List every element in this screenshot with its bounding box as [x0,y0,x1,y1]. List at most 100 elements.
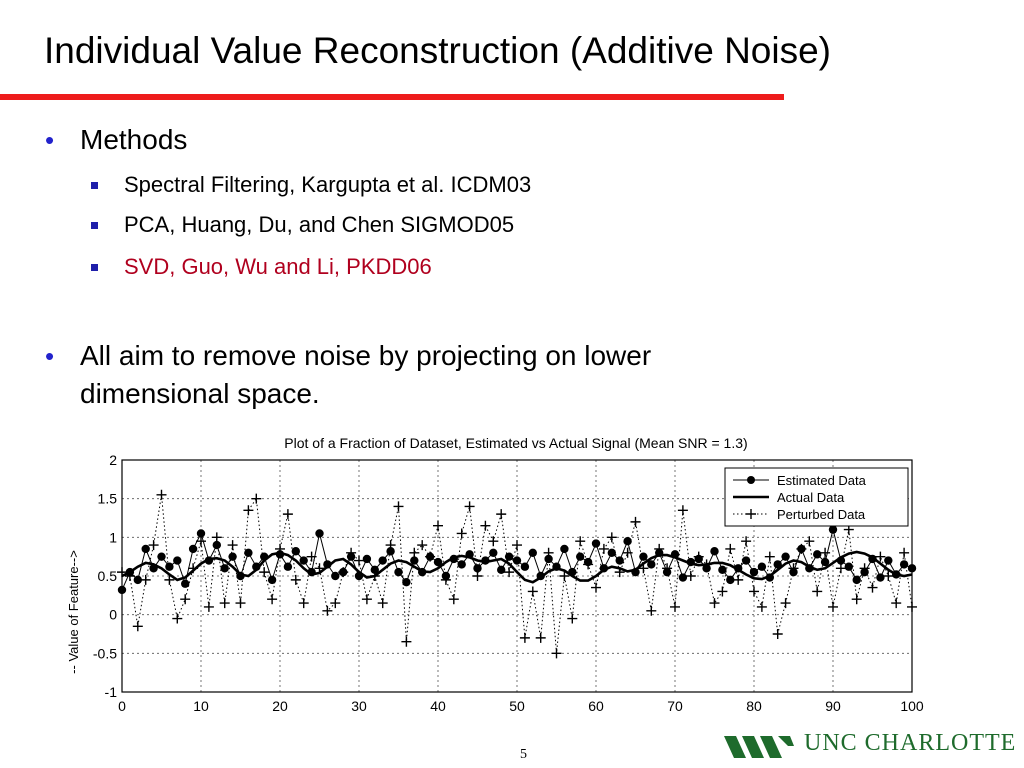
data-point [448,594,459,605]
crown-mark-icon [724,736,794,758]
data-point [725,543,736,554]
data-point [718,565,727,575]
chart-legend: Estimated Data Actual Data Perturbed Data [724,467,909,527]
data-point [196,536,206,547]
legend-item: Actual Data [733,490,845,505]
y-tick-label: 0.5 [98,568,118,584]
data-point [425,551,436,562]
data-point [314,563,325,574]
data-point [527,586,538,597]
square-bullet-icon [91,182,98,189]
data-point [749,567,759,577]
data-point [867,582,878,593]
data-point [290,574,301,585]
data-point [884,556,893,565]
data-point [180,594,191,605]
data-point [828,525,838,534]
data-point [267,594,278,605]
data-point [567,613,578,624]
data-point [219,598,230,609]
legend-item: Estimated Data [733,473,867,488]
bullet-all-aim-text: All aim to remove noise by projecting on… [80,340,652,409]
sub-bullet-spectral: Spectral Filtering, Kargupta et al. ICDM… [91,171,531,199]
data-point [433,520,443,531]
data-point [828,601,838,612]
y-tick-label: -0.5 [93,645,117,661]
data-point [796,543,807,554]
x-tick-label: 10 [193,698,209,714]
data-point [504,552,514,561]
data-point [378,556,387,565]
x-tick-label: 80 [746,698,762,714]
data-point [338,567,349,578]
data-point [173,556,182,565]
data-point [646,605,657,616]
x-tick-label: 30 [351,698,367,714]
data-point [417,540,428,551]
data-point [172,613,183,624]
data-point [141,544,150,554]
data-point [188,563,199,574]
data-point [291,547,300,556]
data-point [820,557,830,567]
data-point [804,536,815,547]
data-point [639,552,648,561]
data-point [630,516,641,527]
data-point [576,552,585,561]
y-tick-label: 0 [109,607,117,623]
data-point [622,547,633,558]
data-point [457,560,466,569]
data-point [497,565,506,575]
data-point [670,601,680,612]
x-tick-label: 70 [667,698,683,714]
data-point [875,551,886,562]
data-point [148,540,159,551]
data-point [685,571,696,581]
data-point [181,579,190,588]
data-point [899,560,909,569]
reconstruction-chart: Plot of a Fraction of Dataset, Estimated… [66,435,924,714]
data-point [386,547,395,556]
data-point [480,520,491,531]
data-point [598,543,609,554]
bullet-methods: • Methods [45,121,188,159]
title-rule [0,94,784,100]
data-point [164,574,175,585]
sub-bullet-svd: SVD, Guo, Wu and Li, PKDD06 [91,253,432,281]
data-point [299,556,308,565]
data-point [520,562,530,571]
data-point [654,543,665,554]
series-line [121,550,913,584]
data-point [591,539,601,548]
sub-bullet-text: PCA, Huang, Du, and Chen SIGMOD05 [124,212,515,237]
data-point [282,509,293,520]
data-point [165,562,174,571]
logo-text: UNC CHARLOTTE [804,730,1017,756]
data-point [876,573,885,582]
square-bullet-icon [91,222,98,229]
bullet-methods-text: Methods [80,124,188,155]
chart-ticks: 0 10 20 30 40 50 60 70 80 90 100 -1 -0.5 0 0.5 1 1.5 2 [93,452,924,714]
data-point [275,543,285,554]
slide-title: Individual Value Reconstruction (Additiv… [44,30,831,71]
data-point [551,648,562,659]
data-point [512,540,522,551]
data-point [346,547,357,558]
data-point [607,548,616,557]
data-point [709,598,720,609]
data-point [259,567,270,578]
data-point [203,601,214,612]
data-point [196,529,206,538]
data-point [756,601,767,612]
data-point [717,586,728,597]
data-point [820,547,831,558]
data-point [228,552,237,561]
x-tick-label: 90 [825,698,841,714]
data-point [227,540,238,551]
chart-title: Plot of a Fraction of Dataset, Estimated… [284,435,747,451]
bullet-dot-icon: • [45,125,55,155]
data-point [140,574,151,585]
data-point [726,575,735,585]
data-point [385,540,396,551]
data-point [401,636,412,647]
